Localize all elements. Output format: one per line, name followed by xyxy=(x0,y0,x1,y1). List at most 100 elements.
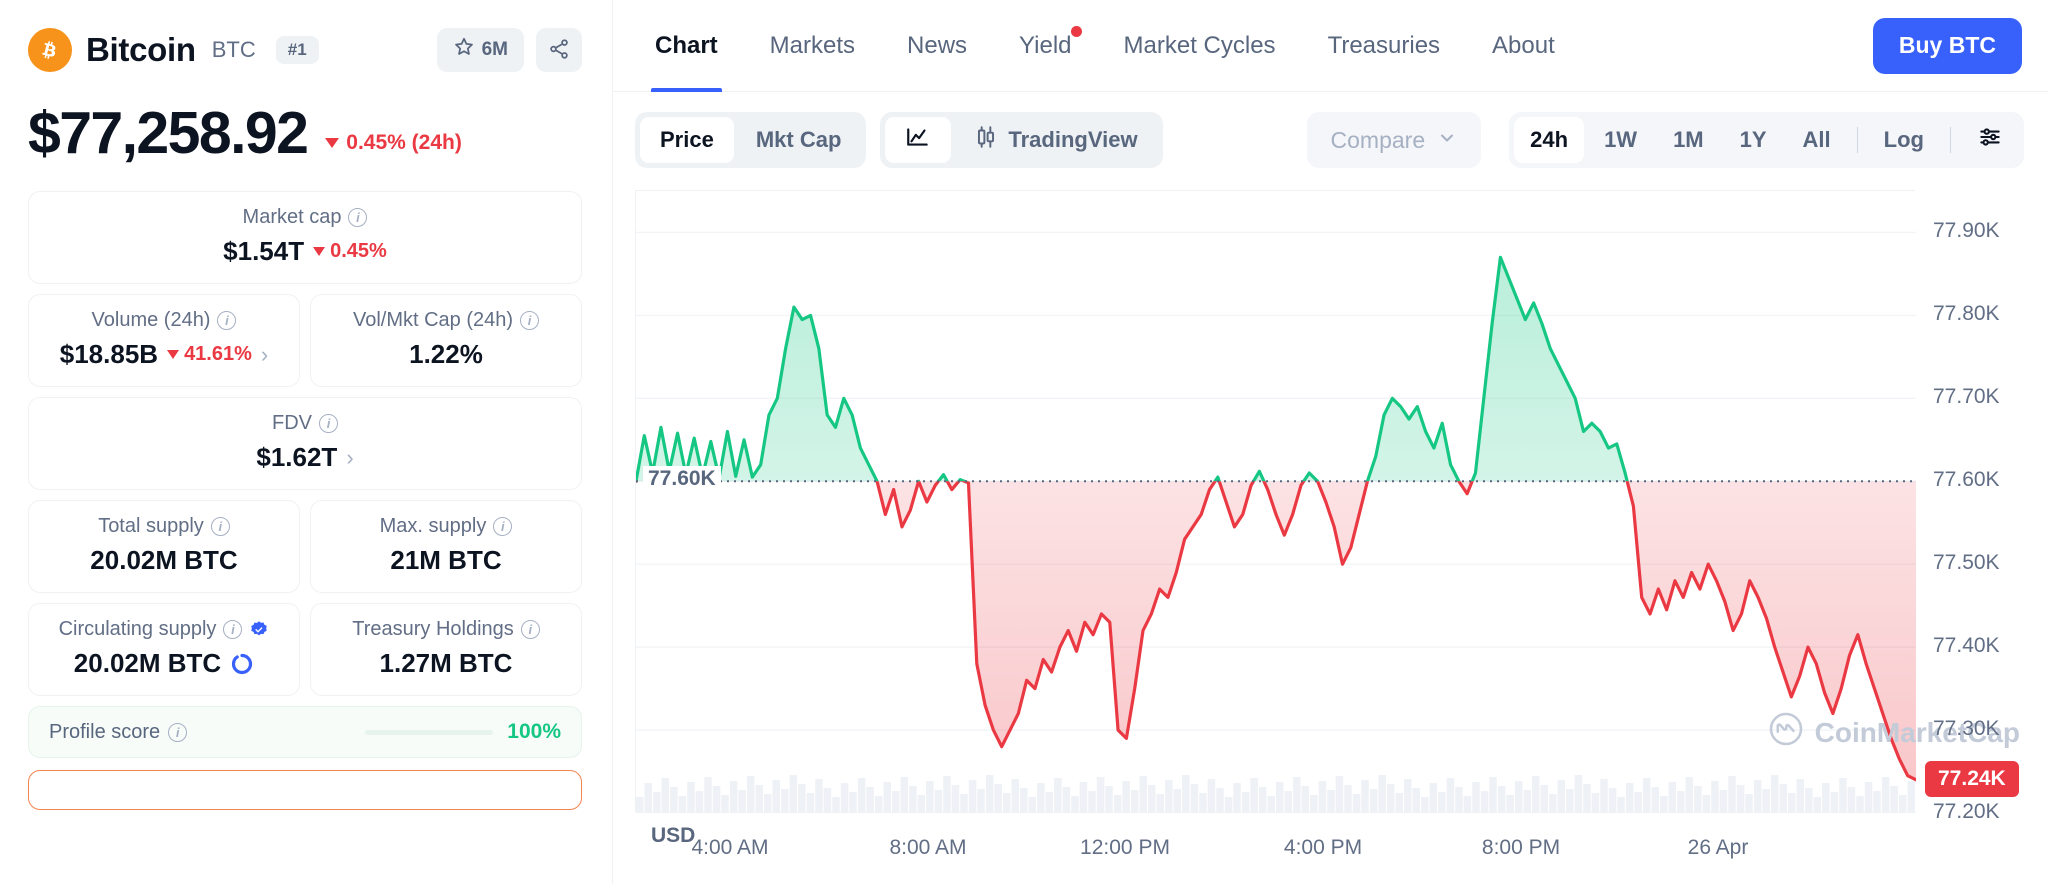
info-icon[interactable]: i xyxy=(168,722,188,742)
stat-value: 20.02M BTC xyxy=(74,648,254,679)
chart-baseline-label: 77.60K xyxy=(643,466,721,493)
tab-label: Chart xyxy=(655,31,718,59)
y-axis-tick: 77.40K xyxy=(1933,634,2000,658)
range-1w[interactable]: 1W xyxy=(1604,127,1638,152)
y-axis-tick: 77.70K xyxy=(1933,385,2000,409)
metric-toggle-group: Price Mkt Cap xyxy=(635,112,867,168)
stat-row-circulating: Circulating supply i 20.02M BTC xyxy=(28,603,582,696)
stat-value: 20.02M BTC xyxy=(90,545,237,576)
profile-score-percent: 100% xyxy=(507,720,561,743)
stat-value-text: 1.22% xyxy=(409,339,483,369)
range-all[interactable]: All xyxy=(1802,127,1831,152)
stat-card-vol-mkt-cap[interactable]: Vol/Mkt Cap (24h) i 1.22% xyxy=(310,294,582,387)
profile-score-card[interactable]: Profile score i 100% xyxy=(28,706,582,758)
stat-row-fdv: FDV i $1.62T › xyxy=(28,397,582,490)
tab-treasuries[interactable]: Treasuries xyxy=(1306,0,1462,92)
info-icon[interactable]: i xyxy=(223,620,243,639)
info-icon[interactable]: i xyxy=(348,208,368,227)
stat-label: Market cap i xyxy=(243,206,368,229)
tab-label: Market Cycles xyxy=(1123,31,1276,59)
stat-value: $1.62T › xyxy=(256,442,353,473)
tab-yield[interactable]: Yield xyxy=(997,0,1093,92)
time-range-group: 24h 1W 1M 1Y All Log xyxy=(1509,112,2024,168)
range-24h[interactable]: 24h xyxy=(1514,117,1585,163)
chart-area-up xyxy=(636,257,1628,482)
info-icon[interactable]: i xyxy=(493,517,513,536)
stat-label: Total supply i xyxy=(98,515,230,538)
metric-option-price[interactable]: Price xyxy=(640,117,734,163)
log-scale-toggle[interactable]: Log xyxy=(1883,127,1924,152)
range-1m[interactable]: 1M xyxy=(1673,127,1704,152)
stat-value-text: 20.02M BTC xyxy=(73,648,222,678)
stat-card-max-supply[interactable]: Max. supply i 21M BTC xyxy=(310,500,582,593)
price-chart[interactable]: CoinMarketCap 77.90K 77.80K 77.70K 77.60K 77… xyxy=(635,190,2048,859)
chart-y-axis: 77.90K 77.80K 77.70K 77.60K 77.50K 77.40K 77.3… xyxy=(1919,190,2048,823)
coin-ticker: BTC xyxy=(211,37,256,62)
current-price: $77,258.92 xyxy=(28,100,309,166)
buy-btc-button[interactable]: Buy BTC xyxy=(1872,17,2022,74)
chart-svg xyxy=(636,231,1916,813)
share-button[interactable] xyxy=(536,28,582,72)
stat-value-text: 1.27M BTC xyxy=(379,648,513,678)
info-icon[interactable]: i xyxy=(520,620,540,639)
info-icon[interactable]: i xyxy=(319,414,338,433)
tab-chart[interactable]: Chart xyxy=(633,0,740,92)
info-icon[interactable]: i xyxy=(217,311,237,330)
tab-news[interactable]: News xyxy=(885,0,989,92)
info-icon[interactable]: i xyxy=(210,517,230,536)
stat-label-text: Volume (24h) xyxy=(91,309,211,331)
stat-label-text: Vol/Mkt Cap (24h) xyxy=(352,309,514,331)
stat-value-text: $1.54T xyxy=(223,236,305,266)
y-axis-tick: 77.50K xyxy=(1933,551,2000,575)
stat-label: Volume (24h) i xyxy=(92,309,237,332)
stat-card-fdv[interactable]: FDV i $1.62T › xyxy=(28,397,582,490)
stat-change: 41.61% xyxy=(167,343,252,366)
stat-card-volume-24h[interactable]: Volume (24h) i $18.85B 41.61% › xyxy=(28,294,300,387)
watchlist-button[interactable]: 6M xyxy=(436,28,524,72)
chart-x-axis: 4:00 AM 8:00 AM 12:00 PM 4:00 PM 8:00 PM 26 A… xyxy=(635,826,1919,866)
stat-label-text: Market cap xyxy=(242,206,342,228)
promo-banner[interactable] xyxy=(28,770,582,810)
info-icon[interactable]: i xyxy=(520,311,540,330)
stat-label-text: Total supply xyxy=(98,515,204,537)
tab-market-cycles[interactable]: Market Cycles xyxy=(1102,0,1298,92)
section-tabs: Chart Markets News Yield Market Cycles T… xyxy=(613,0,2048,92)
stat-value: $1.54T 0.45% xyxy=(223,236,387,267)
stat-card-treasury-holdings[interactable]: Treasury Holdings i 1.27M BTC xyxy=(310,603,582,696)
supply-progress-ring-icon xyxy=(230,652,254,676)
stat-card-market-cap[interactable]: Market cap i $1.54T 0.45% xyxy=(28,191,582,284)
arrow-down-icon xyxy=(167,350,180,359)
stat-label: Vol/Mkt Cap (24h) i xyxy=(352,309,540,332)
chart-settings-button[interactable] xyxy=(1961,117,2019,163)
stat-value: 1.27M BTC xyxy=(380,648,513,679)
chart-toolbar: Price Mkt Cap TradingView Compare xyxy=(613,92,2048,168)
chart-plot-area[interactable] xyxy=(635,190,1916,813)
stat-label-text: Max. supply xyxy=(379,515,487,537)
chevron-right-icon[interactable]: › xyxy=(260,341,269,367)
stat-change: 0.45% xyxy=(313,240,387,263)
line-chart-button[interactable] xyxy=(885,117,952,163)
divider xyxy=(1856,127,1858,153)
stat-card-total-supply[interactable]: Total supply i 20.02M BTC xyxy=(28,500,300,593)
range-1y[interactable]: 1Y xyxy=(1739,127,1767,152)
tradingview-label: TradingView xyxy=(1008,127,1138,152)
tab-about[interactable]: About xyxy=(1470,0,1577,92)
profile-score-label: Profile score i xyxy=(49,721,188,744)
x-axis-tick: 8:00 PM xyxy=(1481,836,1561,859)
stat-value-text: 21M BTC xyxy=(390,545,502,575)
chevron-right-icon[interactable]: › xyxy=(346,444,354,470)
stat-card-circulating-supply[interactable]: Circulating supply i 20.02M BTC xyxy=(28,603,300,696)
metric-option-mkt-cap[interactable]: Mkt Cap xyxy=(755,127,842,152)
stat-label-text: Treasury Holdings xyxy=(352,618,514,640)
tab-markets[interactable]: Markets xyxy=(748,0,877,92)
tab-label: Markets xyxy=(769,31,856,59)
coin-name: Bitcoin xyxy=(86,31,196,68)
x-axis-tick: 8:00 AM xyxy=(889,836,967,859)
stat-value-text: $18.85B xyxy=(59,339,159,369)
stat-label: Circulating supply i xyxy=(59,618,270,641)
stat-change-text: 0.45% xyxy=(330,240,387,262)
tradingview-button[interactable]: TradingView xyxy=(953,117,1157,163)
stat-value-text: $1.62T xyxy=(256,442,338,472)
compare-dropdown[interactable]: Compare xyxy=(1306,112,1482,168)
